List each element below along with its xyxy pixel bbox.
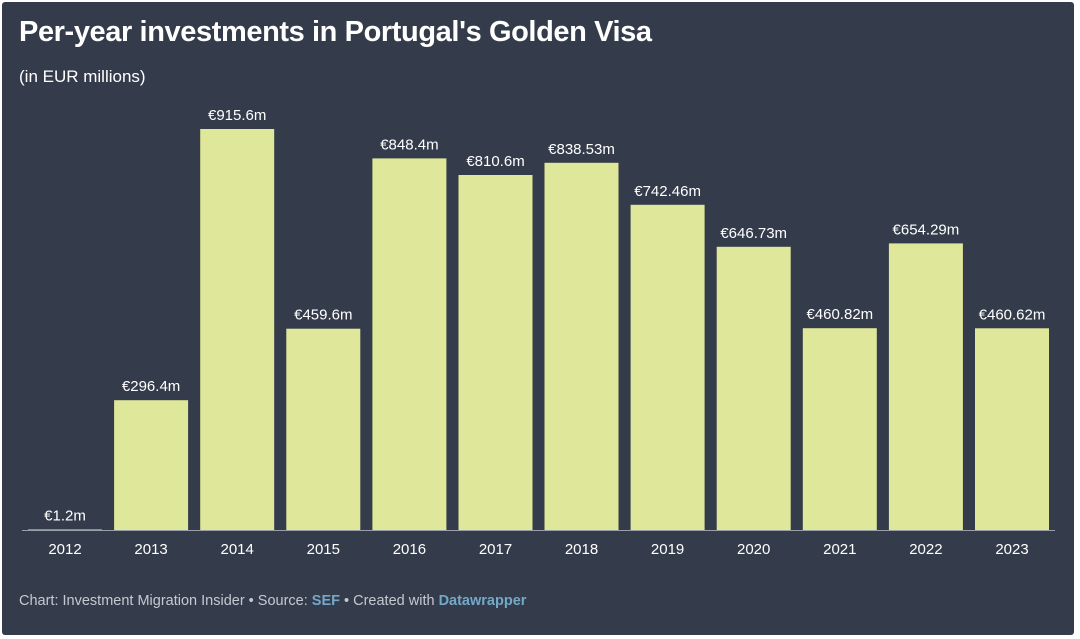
bar-2016 [372, 158, 447, 530]
x-tick-label-2019: 2019 [651, 541, 684, 558]
bar-2014 [200, 129, 275, 530]
x-tick-label-2013: 2013 [134, 541, 167, 558]
x-tick-label-2022: 2022 [909, 541, 942, 558]
x-tick-label-2023: 2023 [995, 541, 1028, 558]
x-tick-label-2014: 2014 [221, 541, 254, 558]
bar-2023 [975, 328, 1049, 530]
x-tick-label-2018: 2018 [565, 541, 598, 558]
x-tick-label-2016: 2016 [393, 541, 426, 558]
data-label-2020: €646.73m [720, 225, 787, 242]
data-label-2015: €459.6m [294, 307, 352, 324]
bar-2021 [802, 328, 877, 530]
footer-created-with: • Created with [340, 593, 439, 609]
data-label-2019: €742.46m [634, 183, 701, 200]
data-label-2017: €810.6m [466, 153, 524, 170]
bar-2020 [716, 246, 791, 531]
bar-2022 [888, 243, 963, 530]
bar-2015 [286, 328, 361, 530]
data-label-2018: €838.53m [548, 141, 615, 158]
x-tick-label-2017: 2017 [479, 541, 512, 558]
data-label-2016: €848.4m [380, 136, 438, 153]
data-label-2012: €1.2m [44, 508, 86, 525]
data-label-2022: €654.29m [893, 221, 960, 238]
data-label-2021: €460.82m [806, 306, 873, 323]
source-link[interactable]: SEF [311, 593, 340, 609]
datawrapper-link[interactable]: Datawrapper [438, 593, 527, 609]
bar-2018 [544, 162, 619, 531]
bar-2019 [630, 204, 705, 531]
bar-2012 [28, 529, 102, 530]
data-label-2013: €296.4m [122, 378, 180, 395]
x-tick-label-2021: 2021 [823, 541, 856, 558]
data-label-2014: €915.6m [208, 107, 266, 124]
x-tick-label-2020: 2020 [737, 541, 770, 558]
bar-2013 [114, 400, 189, 530]
chart-subtitle: (in EUR millions) [19, 67, 146, 86]
data-label-2023: €460.62m [979, 306, 1046, 323]
x-tick-label-2012: 2012 [48, 541, 81, 558]
footer-credit: Chart: Investment Migration Insider • So… [19, 593, 312, 609]
chart-title: Per-year investments in Portugal's Golde… [19, 16, 652, 48]
bar-chart: €1.2m 2012 €296.4m 2013 €915.6m 2014 €459.6m 20… [22, 107, 1055, 558]
bar-2017 [458, 175, 533, 530]
x-tick-label-2015: 2015 [307, 541, 340, 558]
chart-footer: Chart: Investment Migration Insider • So… [19, 593, 526, 609]
